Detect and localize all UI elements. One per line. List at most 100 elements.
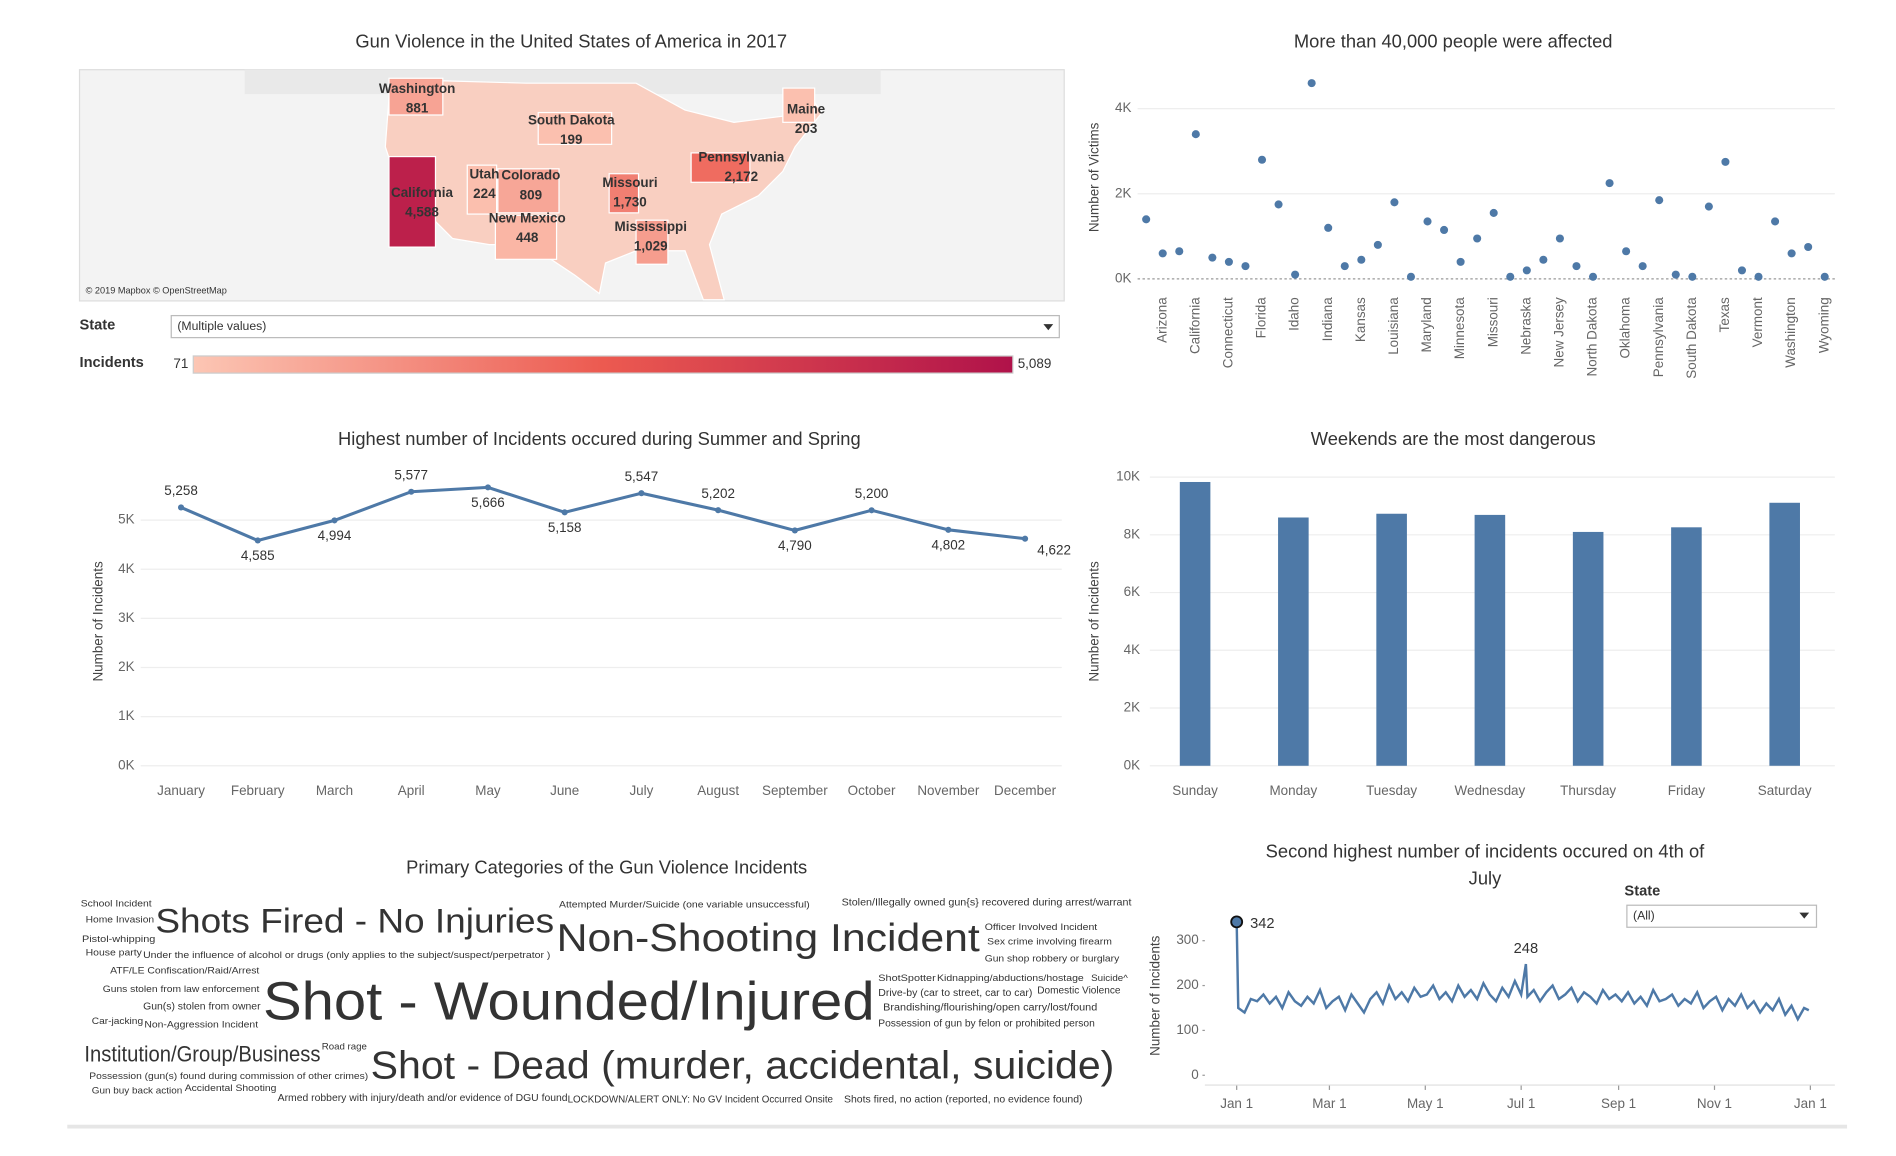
legend-title: Incidents — [80, 355, 144, 371]
filter-value: (Multiple values) — [177, 319, 266, 333]
dot — [1158, 249, 1167, 258]
bar — [1278, 517, 1309, 766]
dot — [1324, 223, 1333, 232]
dot — [1473, 234, 1482, 243]
dot — [1721, 157, 1730, 166]
highlight-point — [1230, 915, 1244, 929]
dot — [1605, 179, 1614, 188]
x-tick-label: Texas — [1717, 297, 1732, 332]
x-tick-label: Washington — [1783, 297, 1798, 367]
word: Non-Shooting Incident — [557, 917, 980, 960]
dot — [1638, 262, 1647, 271]
value-label: 4,994 — [318, 528, 352, 543]
state-value: 1,730 — [613, 195, 647, 210]
x-tick-label: Mar 1 — [1312, 1096, 1346, 1111]
filter-dropdown[interactable] — [1626, 904, 1818, 928]
line — [180, 485, 1026, 543]
x-tick-label: Missouri — [1485, 297, 1500, 347]
dot — [1423, 217, 1432, 226]
chart-title: Second highest number of incidents occur… — [1265, 841, 1705, 890]
y-axis-title: Number of Incidents — [1086, 561, 1101, 682]
dot — [1241, 262, 1250, 271]
x-tick-label: Jan 1 — [1794, 1096, 1827, 1111]
value-label: 5,158 — [548, 520, 582, 535]
legend-min: 71 — [173, 356, 188, 371]
point — [638, 490, 645, 497]
x-tick-label: North Dakota — [1585, 297, 1600, 377]
dot — [1555, 234, 1564, 243]
word: Officer Involved Incident — [985, 922, 1098, 933]
word: Non-Aggression Incident — [144, 1020, 258, 1031]
state-value: 809 — [520, 187, 542, 202]
dot — [1406, 272, 1416, 281]
word: Under the influence of alcohol or drugs … — [143, 950, 550, 960]
filter-label: State — [80, 317, 116, 333]
x-tick-label: Sunday — [1172, 783, 1218, 798]
dot — [1671, 270, 1680, 279]
dot — [1291, 270, 1300, 279]
word: Possession of gun by felon or prohibited… — [878, 1018, 1095, 1029]
state-name: New Mexico — [489, 211, 566, 226]
x-tick-label: Saturday — [1758, 783, 1812, 798]
y-tick-label: 2K — [118, 659, 134, 674]
x-tick-label: May 1 — [1407, 1096, 1444, 1111]
dot — [1704, 202, 1713, 211]
line — [1235, 921, 1810, 1022]
state-shape — [388, 77, 444, 116]
y-axis-title: Number of Incidents — [1147, 935, 1162, 1056]
state-shape — [388, 155, 437, 248]
state-shape — [608, 173, 640, 214]
dot — [1340, 262, 1349, 271]
y-tick-label: 8K — [1124, 526, 1140, 541]
word: Gun shop robbery or burglary — [985, 954, 1120, 965]
x-tick-label: November — [917, 783, 980, 798]
dot — [1572, 262, 1581, 271]
y-tick-label: 1K — [118, 708, 134, 723]
filter-dropdown[interactable] — [170, 314, 1060, 339]
x-tick-label: Florida — [1254, 297, 1269, 339]
state-value: 203 — [795, 121, 817, 136]
x-tick-label: Maryland — [1419, 297, 1434, 352]
dot — [1191, 130, 1200, 139]
x-tick-label: Indiana — [1320, 297, 1335, 342]
word: Brandishing/flourishing/open carry/lost/… — [883, 1003, 1097, 1014]
state-value: 199 — [560, 132, 582, 147]
bar — [1769, 502, 1800, 766]
word: House party — [86, 947, 143, 957]
dot — [1357, 255, 1366, 264]
value-label: 5,547 — [625, 469, 659, 484]
word: Home Invasion — [86, 914, 155, 925]
y-tick-label: 2K — [1124, 700, 1140, 715]
dot — [1820, 272, 1829, 281]
x-tick-label: Nov 1 — [1697, 1096, 1732, 1111]
state-name: Pennsylvania — [698, 149, 784, 164]
map-attribution: © 2019 Mapbox © OpenStreetMap — [86, 286, 227, 296]
state-value: 2,172 — [724, 169, 758, 184]
dot — [1390, 198, 1399, 207]
word: Domestic Violence — [1037, 985, 1121, 996]
point — [715, 507, 722, 514]
dot — [1142, 215, 1151, 224]
dot — [1440, 225, 1449, 235]
word: Pistol-whipping — [82, 934, 155, 945]
dot — [1456, 257, 1465, 266]
dot — [1208, 253, 1217, 262]
state-name: Mississippi — [615, 219, 687, 234]
dropdown-arrow — [1799, 912, 1810, 919]
word: Attempted Murder/Suicide (one variable u… — [559, 900, 810, 910]
state-name: Washington — [379, 81, 455, 96]
x-tick-label: Wyoming — [1816, 297, 1831, 353]
value-label: 5,577 — [394, 467, 428, 482]
point — [791, 527, 798, 534]
dot — [1522, 266, 1531, 275]
state-value: 881 — [406, 100, 429, 115]
y-tick-label: 4K — [118, 561, 134, 576]
word: Shots Fired - No Injuries — [155, 903, 554, 941]
chart-title: Primary Categories of the Gun Violence I… — [406, 856, 807, 877]
x-tick-label: South Dakota — [1684, 297, 1699, 379]
state-name: Colorado — [501, 168, 560, 183]
x-tick-label: California — [1187, 297, 1202, 354]
x-tick-label: August — [697, 783, 739, 798]
y-tick-label: 3K — [118, 610, 134, 625]
